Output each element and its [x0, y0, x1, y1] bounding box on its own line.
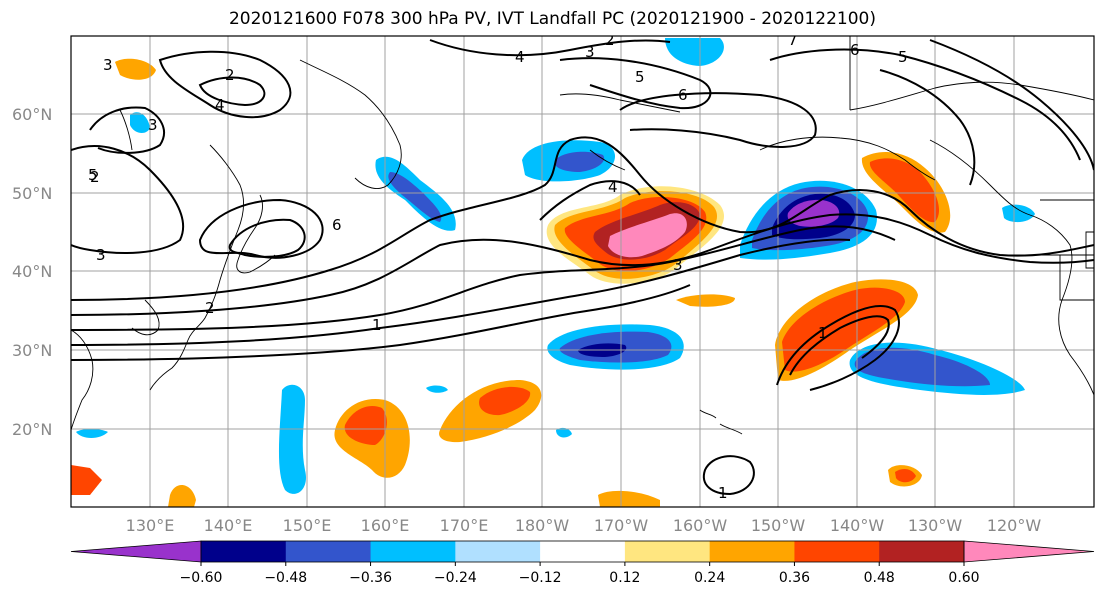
svg-text:20°N: 20°N [12, 420, 52, 439]
svg-text:3: 3 [96, 246, 106, 264]
svg-text:3: 3 [148, 116, 158, 134]
svg-text:30°N: 30°N [12, 341, 52, 360]
svg-text:3: 3 [103, 56, 113, 74]
svg-text:7: 7 [788, 31, 798, 49]
svg-text:2: 2 [225, 66, 235, 84]
svg-text:1: 1 [372, 316, 382, 334]
svg-text:140°W: 140°W [830, 516, 885, 535]
colorbar-extend-high [963, 540, 1095, 563]
colorbar-segment [201, 541, 287, 562]
contour-labels: 3 2 4 3 2 5 6 7 6 5 2 3 4 6 3 2 1 1 4 3 … [88, 31, 908, 502]
svg-text:160°W: 160°W [673, 516, 728, 535]
colorbar-tick-label: −0.24 [434, 570, 477, 586]
colorbar-tick-label: −0.36 [349, 570, 392, 586]
colorbar-segment [370, 541, 456, 562]
coastlines [71, 36, 1094, 435]
colorbar-segment [794, 541, 880, 562]
colorbar: −0.60 −0.48 −0.36 −0.24 −0.12 0.12 0.24 0.36 0.4… [70, 540, 1095, 586]
colorbar-tick-label: −0.12 [519, 570, 562, 586]
colorbar-segment [285, 541, 372, 562]
colorbar-segment [455, 541, 541, 562]
svg-text:6: 6 [678, 86, 688, 104]
svg-text:3: 3 [673, 256, 683, 274]
svg-text:6: 6 [850, 41, 860, 59]
svg-text:180°W: 180°W [515, 516, 570, 535]
colorbar-tick-label: 0.60 [948, 570, 979, 586]
colorbar-segment [879, 541, 965, 562]
svg-text:50°N: 50°N [12, 184, 52, 203]
svg-text:5: 5 [898, 48, 908, 66]
svg-text:4: 4 [515, 48, 525, 66]
svg-text:40°N: 40°N [12, 262, 52, 281]
svg-text:4: 4 [215, 96, 225, 114]
svg-text:6: 6 [332, 216, 342, 234]
svg-text:3: 3 [585, 43, 595, 61]
svg-text:130°W: 130°W [908, 516, 963, 535]
pv-contours [71, 39, 1094, 496]
svg-text:4: 4 [608, 178, 618, 196]
svg-text:160°E: 160°E [361, 516, 410, 535]
svg-text:120°W: 120°W [987, 516, 1042, 535]
colorbar-segment [624, 541, 711, 562]
svg-text:2: 2 [605, 31, 615, 49]
latitude-labels: 60°N 50°N 40°N 30°N 20°N [12, 105, 52, 439]
colorbar-segment [540, 541, 626, 562]
svg-text:2: 2 [90, 168, 100, 186]
map-title: 2020121600 F078 300 hPa PV, IVT Landfall… [228, 9, 876, 29]
colorbar-segment [709, 541, 795, 562]
colorbar-tick-label: 0.36 [779, 570, 810, 586]
colorbar-tick-label: 0.24 [694, 570, 725, 586]
colorbar-extend-low [70, 540, 202, 563]
svg-text:5: 5 [635, 68, 645, 86]
svg-text:150°W: 150°W [751, 516, 806, 535]
colorbar-tick-label: −0.48 [264, 570, 307, 586]
svg-text:150°E: 150°E [283, 516, 332, 535]
colorbar-tick-label: 0.12 [609, 570, 640, 586]
colorbar-tick-label: −0.60 [180, 570, 223, 586]
svg-text:130°E: 130°E [126, 516, 175, 535]
map-border [70, 35, 1095, 508]
svg-text:140°E: 140°E [204, 516, 253, 535]
colorbar-tick-label: 0.48 [864, 570, 895, 586]
svg-text:5: 5 [88, 166, 98, 184]
svg-text:1: 1 [818, 324, 828, 342]
svg-text:170°E: 170°E [440, 516, 489, 535]
svg-text:170°W: 170°W [594, 516, 649, 535]
svg-text:1: 1 [718, 484, 728, 502]
ivt-shading [71, 38, 1035, 507]
svg-text:60°N: 60°N [12, 105, 52, 124]
svg-text:2: 2 [205, 299, 215, 317]
colorbar-frame [200, 540, 965, 563]
longitude-labels: 130°E 140°E 150°E 160°E 170°E 180°W 170°… [126, 516, 1042, 535]
